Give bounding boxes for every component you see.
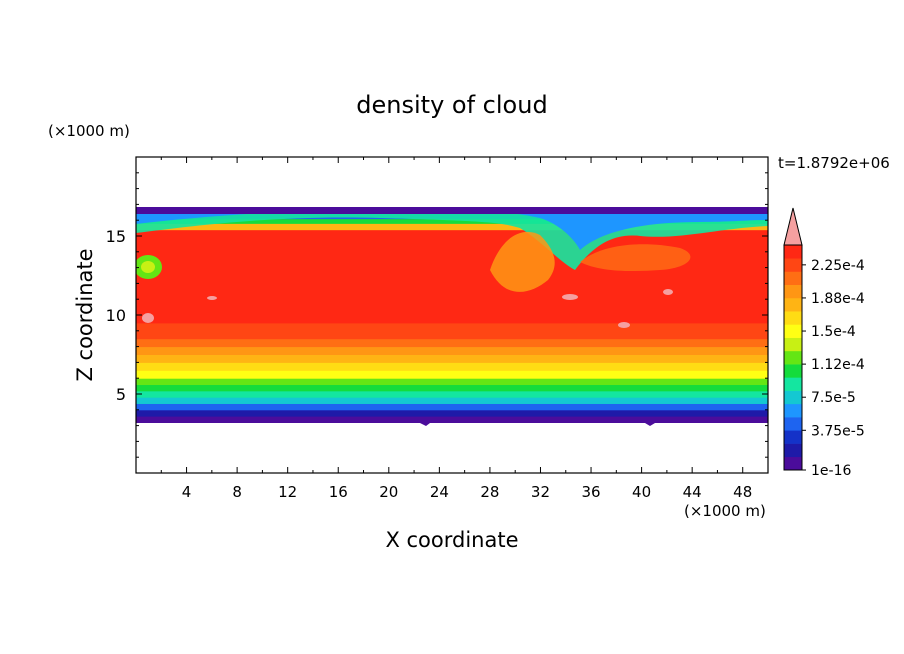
density-band bbox=[136, 229, 768, 237]
chart-title: density of cloud bbox=[356, 91, 547, 119]
colorbar-swatch bbox=[784, 324, 802, 338]
left-vortex-core bbox=[141, 261, 155, 273]
colorbar-swatch bbox=[784, 297, 802, 312]
x-tick-label: 40 bbox=[632, 483, 651, 501]
plume-orange-2 bbox=[580, 244, 691, 272]
colorbar-label: 1.5e-4 bbox=[811, 324, 856, 340]
colorbar-swatch bbox=[784, 337, 802, 352]
x-tick-label: 20 bbox=[379, 483, 398, 501]
density-band bbox=[136, 384, 768, 392]
x-tick-label: 24 bbox=[430, 483, 449, 501]
density-band bbox=[136, 362, 768, 371]
density-band bbox=[136, 338, 768, 348]
x-tick-label: 12 bbox=[278, 483, 297, 501]
time-label: t=1.8792e+06 bbox=[778, 154, 890, 172]
colorbar-overflow-triangle bbox=[783, 207, 803, 246]
x-tick-label: 48 bbox=[733, 483, 752, 501]
z-tick-label: 10 bbox=[106, 306, 126, 325]
axis-ticks bbox=[136, 157, 768, 473]
density-band bbox=[136, 390, 768, 398]
density-band bbox=[136, 322, 768, 332]
density-band bbox=[136, 370, 768, 379]
density-features bbox=[136, 207, 768, 426]
plume-orange bbox=[490, 231, 555, 292]
colorbar-label: 1.88e-4 bbox=[811, 291, 865, 307]
colorbar-swatch bbox=[784, 350, 802, 365]
z-tick-label: 15 bbox=[106, 227, 126, 246]
z-tick-labels: 5 10 15 bbox=[106, 227, 126, 404]
x-tick-label: 44 bbox=[683, 483, 702, 501]
colorbar-swatch bbox=[784, 364, 802, 378]
cloud-top-edge bbox=[136, 207, 768, 214]
overflow-patch bbox=[207, 296, 217, 300]
colorbar-swatch bbox=[784, 245, 802, 259]
colorbar-label: 3.75e-5 bbox=[811, 423, 865, 439]
density-field bbox=[136, 212, 768, 422]
plot-area bbox=[136, 207, 768, 426]
upper-layer-blue bbox=[136, 209, 768, 250]
colorbar-swatch bbox=[784, 456, 802, 471]
overflow-patch bbox=[562, 294, 578, 300]
x-tick-label: 4 bbox=[182, 483, 192, 501]
overflow-patch bbox=[142, 313, 154, 323]
density-band bbox=[136, 397, 768, 404]
density-band bbox=[136, 330, 768, 340]
x-tick-label: 28 bbox=[480, 483, 499, 501]
x-tick-labels: 4 8 12 16 20 24 28 32 36 40 44 48 bbox=[182, 483, 752, 501]
colorbar-label: 1.12e-4 bbox=[811, 357, 865, 373]
colorbar-swatch bbox=[784, 430, 802, 444]
colorbar-label: 2.25e-4 bbox=[811, 258, 865, 274]
colorbar-label: 7.5e-5 bbox=[811, 390, 856, 406]
colorbar-swatch bbox=[784, 284, 802, 299]
density-band bbox=[136, 354, 768, 363]
x-unit-label: (×1000 m) bbox=[684, 502, 766, 520]
colorbar-swatch bbox=[784, 377, 802, 391]
z-axis-label: Z coordinate bbox=[73, 248, 97, 381]
density-band bbox=[136, 378, 768, 386]
colorbar bbox=[783, 207, 803, 471]
colorbar-labels: 1e-16 3.75e-5 7.5e-5 1.12e-4 1.5e-4 1.88e-4 2.… bbox=[802, 258, 865, 479]
density-band bbox=[136, 218, 768, 224]
x-tick-label: 8 bbox=[232, 483, 242, 501]
colorbar-swatch bbox=[784, 258, 802, 272]
z-unit-label: (×1000 m) bbox=[48, 122, 130, 140]
colorbar-swatch bbox=[784, 417, 802, 431]
density-band bbox=[136, 346, 768, 355]
colorbar-swatch bbox=[784, 443, 802, 458]
colorbar-swatch bbox=[784, 271, 802, 286]
colorbar-swatch bbox=[784, 311, 802, 325]
x-tick-label: 16 bbox=[329, 483, 348, 501]
density-band bbox=[136, 403, 768, 411]
x-axis-label: X coordinate bbox=[385, 528, 518, 552]
colorbar-swatch bbox=[784, 390, 802, 405]
colorbar-swatch bbox=[784, 403, 802, 418]
x-tick-label: 36 bbox=[581, 483, 600, 501]
x-tick-label: 32 bbox=[531, 483, 550, 501]
density-band bbox=[136, 409, 768, 417]
colorbar-frame bbox=[783, 244, 803, 471]
overflow-patch bbox=[618, 322, 630, 328]
z-tick-label: 5 bbox=[116, 385, 126, 404]
cloud-base-edge bbox=[136, 418, 768, 426]
density-band bbox=[136, 223, 768, 231]
overflow-patch bbox=[663, 289, 673, 295]
colorbar-label: 1e-16 bbox=[811, 463, 851, 479]
